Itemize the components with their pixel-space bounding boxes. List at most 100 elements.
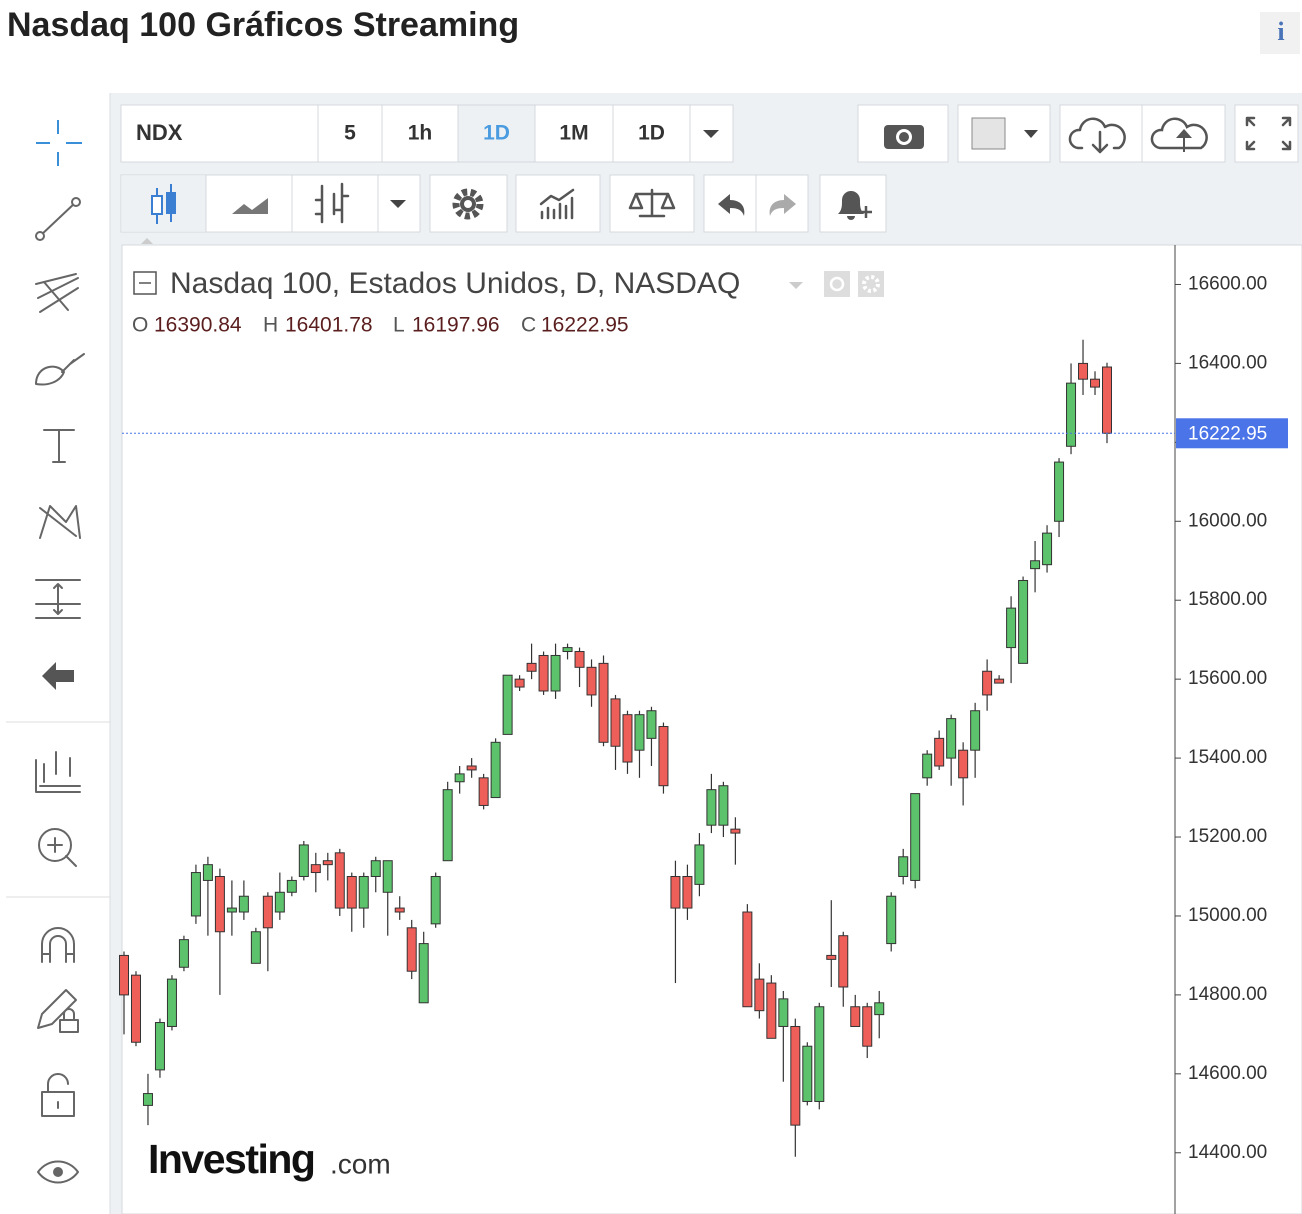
eye-icon <box>829 276 845 292</box>
measure-tool[interactable] <box>35 579 81 619</box>
candle-body <box>646 710 657 739</box>
trend-line-tool[interactable] <box>39 201 77 237</box>
candle-body <box>154 1022 165 1071</box>
candle-body <box>718 785 729 826</box>
candle-body <box>334 852 345 909</box>
undo-icon[interactable] <box>718 194 745 216</box>
candle-body <box>730 828 741 834</box>
candle-body <box>490 741 501 799</box>
lock-drawings-tool[interactable] <box>37 989 79 1033</box>
fib-tool[interactable] <box>35 273 79 313</box>
dropdown-arrow[interactable] <box>390 200 406 208</box>
active-interval[interactable] <box>458 105 535 162</box>
y-tick-label: 16400.00 <box>1188 352 1267 373</box>
interval-button[interactable]: 1D <box>638 122 665 145</box>
candle-body <box>1030 560 1041 570</box>
camera-lens-inner <box>899 132 909 142</box>
candle-body <box>862 1006 873 1047</box>
candle-body <box>130 974 141 1043</box>
candle-body <box>886 895 897 945</box>
ohlc-label: H <box>263 314 278 337</box>
candle-body <box>394 907 405 913</box>
handle <box>35 231 45 241</box>
interval-button[interactable]: 5 <box>344 122 356 145</box>
ohlc-value: 16390.84 <box>154 314 242 337</box>
candle-body <box>1006 607 1017 649</box>
plus-icon <box>860 206 872 218</box>
unlock-tool[interactable] <box>41 1073 75 1117</box>
handle <box>71 197 81 207</box>
page-title: Nasdaq 100 Gráficos Streaming <box>7 6 519 44</box>
candle-body <box>814 1006 825 1102</box>
zoom-range-tool[interactable] <box>35 751 81 793</box>
candle-body <box>286 879 297 893</box>
info-button[interactable] <box>1260 12 1300 54</box>
candle-body <box>574 651 585 668</box>
bars-icon[interactable] <box>314 182 350 224</box>
candle-body <box>346 875 357 909</box>
hide-tool[interactable] <box>37 1160 79 1184</box>
candle-body <box>119 954 129 996</box>
candle-body <box>874 1002 885 1016</box>
gear-icon <box>862 275 880 293</box>
interval-bar <box>120 104 734 163</box>
indicators-icon <box>539 188 575 220</box>
toolbar-bottom <box>120 174 887 233</box>
visibility-button[interactable] <box>824 271 850 297</box>
crosshair-tool[interactable] <box>36 120 82 166</box>
candle-body <box>634 714 645 751</box>
candle-body <box>946 718 957 759</box>
active-chart-type[interactable] <box>122 176 206 231</box>
interval-button[interactable]: 1D <box>483 122 510 145</box>
zoom-in-tool[interactable] <box>38 828 72 862</box>
text-tool[interactable] <box>43 429 75 463</box>
interval-button[interactable]: 1h <box>408 122 433 145</box>
indicators-button[interactable] <box>515 174 601 233</box>
info-icon[interactable]: i <box>1277 17 1284 46</box>
magnet-tool[interactable] <box>41 927 75 963</box>
area-icon[interactable] <box>232 198 268 214</box>
y-tick-label: 15000.00 <box>1188 905 1267 926</box>
candle-body <box>970 710 981 751</box>
collapse-tab[interactable] <box>141 238 153 244</box>
candle-body <box>406 927 417 972</box>
candle-body <box>502 674 513 735</box>
logo-brand: Investing <box>148 1136 314 1182</box>
back-arrow[interactable] <box>42 662 74 690</box>
candle-body <box>262 895 273 929</box>
candle-body <box>370 860 381 877</box>
pattern-tool[interactable] <box>39 505 81 539</box>
fullscreen-icon <box>1245 116 1292 151</box>
cloud-upload-icon[interactable] <box>1150 117 1208 150</box>
candle-body <box>994 678 1005 684</box>
y-tick-label: 16600.00 <box>1188 273 1267 294</box>
interval-button[interactable]: 1M <box>559 122 588 145</box>
redo-icon[interactable] <box>769 194 796 216</box>
gear-hole <box>464 200 472 208</box>
plot-area <box>121 244 1302 1214</box>
dropdown-arrow <box>1024 130 1038 138</box>
brush-tool[interactable] <box>35 353 85 386</box>
candle-body <box>778 998 789 1027</box>
ohlc-value: 16401.78 <box>285 314 373 337</box>
series-settings[interactable] <box>858 271 884 297</box>
y-tick-label: 15200.00 <box>1188 826 1267 847</box>
last-price-label: 16222.95 <box>1188 423 1267 444</box>
cloud-download-icon[interactable] <box>1068 117 1126 150</box>
candle-body <box>202 864 213 881</box>
title-dropdown[interactable] <box>789 282 803 289</box>
y-tick-label: 14600.00 <box>1188 1063 1267 1084</box>
ohlc-value: 16197.96 <box>412 314 500 337</box>
candle-body <box>1102 366 1112 434</box>
candle-body <box>298 844 309 877</box>
dropdown-arrow[interactable] <box>703 130 719 138</box>
fullscreen-button[interactable] <box>1234 104 1299 163</box>
eye-pupil <box>53 1167 63 1177</box>
symbol[interactable]: NDX <box>136 120 183 145</box>
candle-body <box>850 1006 861 1027</box>
chart-title: Nasdaq 100, Estados Unidos, D, NASDAQ <box>170 267 740 300</box>
candle-body <box>706 789 717 826</box>
candle-body <box>742 911 753 1008</box>
candle-body <box>178 939 189 968</box>
candle-body <box>430 875 441 925</box>
